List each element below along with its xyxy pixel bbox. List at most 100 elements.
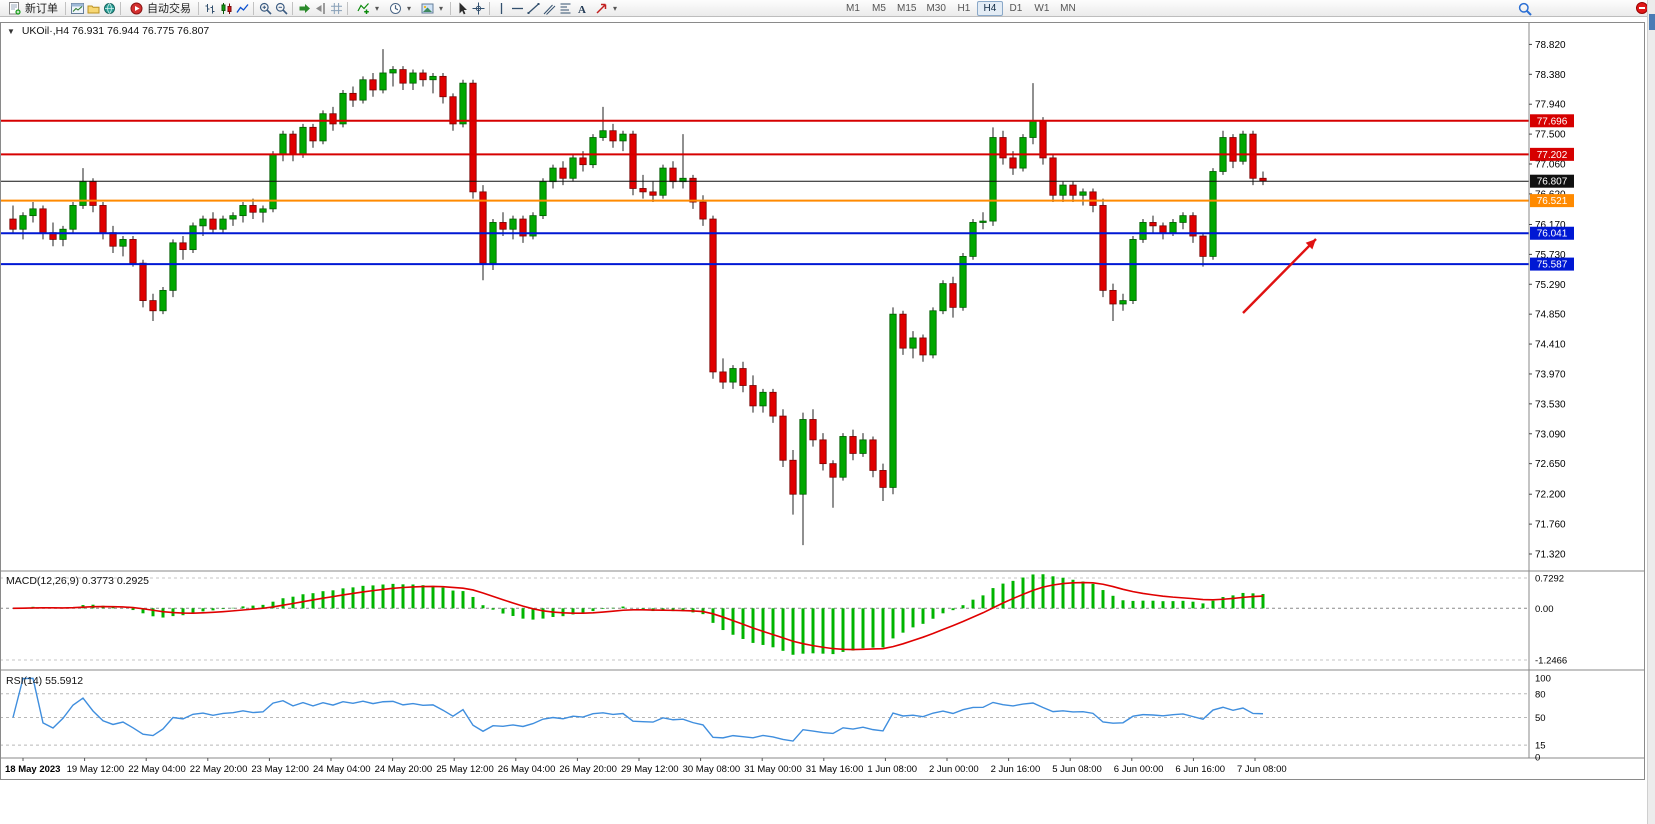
svg-text:6 Jun 16:00: 6 Jun 16:00	[1175, 764, 1225, 775]
indicators-icon	[355, 1, 371, 16]
svg-text:78.820: 78.820	[1535, 40, 1566, 51]
symbol-search-icon[interactable]	[1517, 1, 1533, 16]
scrollbar-thumb[interactable]	[1649, 14, 1655, 30]
svg-text:71.320: 71.320	[1535, 550, 1566, 561]
channel-icon[interactable]	[541, 1, 557, 16]
indicators-button[interactable]: ▾	[351, 1, 383, 16]
svg-text:76.807: 76.807	[1537, 177, 1568, 188]
profiles-icon[interactable]	[85, 1, 101, 16]
chart-canvas[interactable]: 78.82078.38077.94077.50077.06076.62076.1…	[0, 17, 1647, 807]
auto-scroll-icon[interactable]	[296, 1, 312, 16]
timeframe-d1-button[interactable]: D1	[1009, 3, 1023, 14]
crosshair-icon[interactable]	[470, 1, 486, 16]
svg-text:22 May 04:00: 22 May 04:00	[128, 764, 186, 775]
charts-window-icon[interactable]	[69, 1, 85, 16]
svg-text:-1.2466: -1.2466	[1535, 656, 1567, 667]
svg-text:23 May 12:00: 23 May 12:00	[251, 764, 309, 775]
candlestick-chart-icon[interactable]	[218, 1, 234, 16]
arrows-tool-button[interactable]: ▾	[589, 1, 621, 16]
svg-text:73.090: 73.090	[1535, 429, 1566, 440]
macd-values-label: 0.3773 0.2925	[81, 575, 150, 587]
svg-text:74.410: 74.410	[1535, 340, 1566, 351]
svg-text:25 May 12:00: 25 May 12:00	[436, 764, 494, 775]
chart-background	[0, 22, 1645, 780]
svg-text:78.380: 78.380	[1535, 70, 1566, 81]
svg-text:7 Jun 08:00: 7 Jun 08:00	[1237, 764, 1287, 775]
rsi-value-label: 55.5912	[45, 675, 84, 687]
trendline-icon[interactable]	[525, 1, 541, 16]
horizontal-line-icon[interactable]	[509, 1, 525, 16]
chart-shift-icon[interactable]	[312, 1, 328, 16]
svg-text:50: 50	[1535, 713, 1546, 724]
periods-clock-icon	[387, 1, 403, 16]
timeframe-h1-button[interactable]: H1	[957, 3, 971, 14]
zoom-in-icon[interactable]	[257, 1, 273, 16]
bar-chart-icon[interactable]	[202, 1, 218, 16]
svg-text:0.00: 0.00	[1535, 604, 1554, 615]
svg-text:26 May 04:00: 26 May 04:00	[498, 764, 556, 775]
toolbar-separator	[347, 1, 348, 15]
svg-text:29 May 12:00: 29 May 12:00	[621, 764, 679, 775]
templates-button[interactable]: ▾	[415, 1, 447, 16]
zoom-out-icon[interactable]	[273, 1, 289, 16]
timeframe-mn-button[interactable]: MN	[1060, 3, 1076, 14]
arrows-dropdown-caret: ▾	[613, 3, 618, 13]
arrows-tool-icon	[593, 1, 609, 16]
timeframe-toolbar: M1 M5 M15 M30 H1 H4 D1 W1 MN	[840, 1, 1081, 16]
timeframe-m5-button[interactable]: M5	[872, 3, 886, 14]
svg-text:77.060: 77.060	[1535, 160, 1566, 171]
candlestick-series	[9, 49, 1267, 546]
timeframe-h4-button[interactable]: H4	[976, 1, 1003, 16]
text-tool-icon[interactable]: A	[573, 1, 589, 16]
vertical-line-icon[interactable]	[493, 1, 509, 16]
svg-text:18 May 2023: 18 May 2023	[5, 764, 60, 775]
svg-text:24 May 04:00: 24 May 04:00	[313, 764, 371, 775]
svg-text:75.290: 75.290	[1535, 280, 1566, 291]
timeframe-m15-button[interactable]: M15	[897, 3, 917, 14]
macd-panel	[12, 574, 1265, 655]
fibonacci-icon[interactable]	[557, 1, 573, 16]
collapse-triangle-icon[interactable]: ▼	[7, 27, 15, 36]
notification-dash-icon	[1639, 7, 1645, 9]
svg-text:30 May 08:00: 30 May 08:00	[683, 764, 741, 775]
macd-header: MACD(12,26,9) 0.3773 0.2925	[6, 575, 149, 587]
timeframe-m1-button[interactable]: M1	[846, 3, 860, 14]
svg-text:1 Jun 08:00: 1 Jun 08:00	[867, 764, 917, 775]
svg-text:15: 15	[1535, 741, 1546, 752]
timeframe-m30-button[interactable]: M30	[926, 3, 946, 14]
trend-arrow-annotation[interactable]	[1242, 238, 1317, 314]
cursor-icon[interactable]	[454, 1, 470, 16]
svg-text:80: 80	[1535, 689, 1546, 700]
chart-title: ▼ UKOil·,H4 76.931 76.944 76.775 76.807	[7, 25, 209, 37]
data-window-icon[interactable]	[101, 1, 117, 16]
templates-dropdown-caret: ▾	[439, 3, 444, 13]
svg-text:72.200: 72.200	[1535, 490, 1566, 501]
auto-trading-label: 自动交易	[147, 3, 191, 15]
periods-button[interactable]: ▾	[383, 1, 415, 16]
rsi-header: RSI(14) 55.5912	[6, 675, 83, 687]
time-axis[interactable]: 18 May 2023 19 May 12:00 22 May 04:00 22 Ma…	[5, 758, 1287, 775]
svg-text:72.650: 72.650	[1535, 459, 1566, 470]
auto-trading-button[interactable]: 自动交易	[124, 1, 195, 16]
new-order-button[interactable]: 新订单	[2, 1, 62, 16]
svg-text:19 May 12:00: 19 May 12:00	[67, 764, 125, 775]
auto-trading-icon	[128, 1, 144, 16]
indicators-dropdown-caret: ▾	[375, 3, 380, 13]
svg-text:24 May 20:00: 24 May 20:00	[375, 764, 433, 775]
svg-text:A: A	[578, 4, 586, 15]
ohlc-values-label: 76.931 76.944 76.775 76.807	[72, 25, 210, 37]
svg-text:26 May 20:00: 26 May 20:00	[559, 764, 617, 775]
vertical-scrollbar[interactable]	[1647, 0, 1655, 824]
chart-window[interactable]: 78.82078.38077.94077.50077.06076.62076.1…	[0, 17, 1647, 824]
price-level-lines[interactable]	[0, 119, 1529, 266]
timeframe-w1-button[interactable]: W1	[1034, 3, 1050, 14]
line-chart-icon[interactable]	[234, 1, 250, 16]
grid-icon[interactable]	[328, 1, 344, 16]
svg-text:77.500: 77.500	[1535, 130, 1566, 141]
svg-text:73.530: 73.530	[1535, 399, 1566, 410]
svg-text:6 Jun 00:00: 6 Jun 00:00	[1114, 764, 1164, 775]
svg-text:77.696: 77.696	[1537, 116, 1568, 127]
svg-text:2 Jun 16:00: 2 Jun 16:00	[991, 764, 1041, 775]
toolbar-separator	[253, 1, 254, 15]
svg-text:74.850: 74.850	[1535, 310, 1566, 321]
